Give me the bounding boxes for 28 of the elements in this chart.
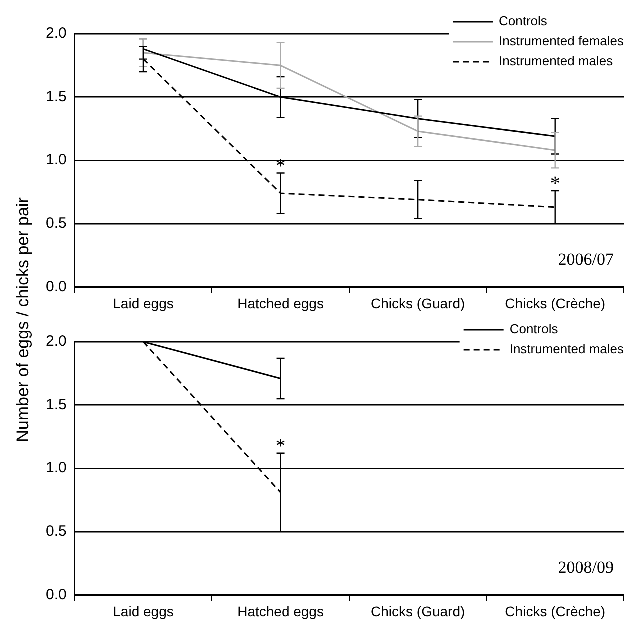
legend-label: Controls [510, 322, 559, 337]
y-tick-label: 0.0 [46, 278, 67, 296]
legend-label: Controls [498, 14, 548, 29]
x-tick-label: Hatched eggs [238, 603, 324, 620]
legend-label: Instrumented males [498, 54, 614, 69]
y-tick-label: 2.0 [46, 333, 67, 350]
x-tick-label: Laid eggs [113, 295, 174, 312]
x-tick-label: Laid eggs [113, 603, 174, 620]
x-tick-label: Chicks (Guard) [371, 295, 466, 312]
x-tick-label: Chicks (Crèche) [505, 295, 606, 312]
legend-label: Instrumented males [510, 342, 624, 357]
y-tick-label: 0.0 [46, 586, 67, 604]
y-tick-label: 1.5 [46, 396, 67, 414]
annotation: * [276, 435, 286, 458]
annotation: 2008/09 [558, 558, 614, 578]
annotation: 2006/07 [558, 250, 614, 270]
x-tick-label: Chicks (Crèche) [505, 603, 606, 620]
y-tick-label: 1.0 [46, 460, 67, 477]
y-tick-label: 0.5 [46, 523, 67, 540]
y-axis-title: Number of eggs / chicks per pair [13, 198, 33, 442]
annotation: * [550, 172, 560, 195]
x-tick-label: Hatched eggs [238, 295, 324, 312]
legend-label: Instrumented females [498, 34, 624, 49]
y-tick-label: 1.0 [46, 152, 67, 169]
x-tick-label: Chicks (Guard) [371, 603, 466, 620]
y-tick-label: 1.5 [46, 88, 67, 106]
y-tick-label: 0.5 [46, 215, 67, 232]
y-tick-label: 2.0 [46, 25, 67, 42]
